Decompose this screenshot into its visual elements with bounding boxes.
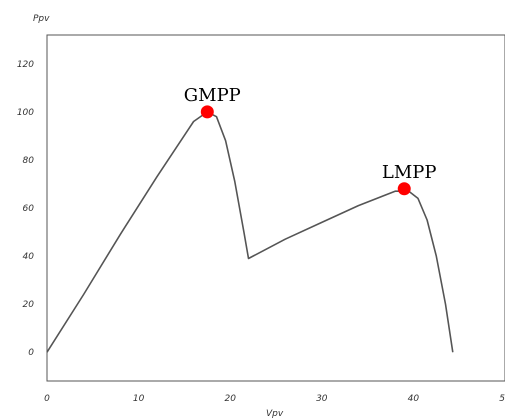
y-tick-label: 40	[23, 252, 35, 262]
x-axis-title: Vpv	[266, 409, 284, 419]
x-tick-labels: 0 10 20 30 40 50	[44, 394, 505, 404]
y-axis-title: Ppv	[33, 14, 50, 24]
y-tick-label: 100	[17, 108, 34, 118]
series-line	[46, 111, 454, 353]
annotation-point	[397, 182, 411, 196]
annotation-point	[200, 105, 214, 119]
x-tick-label: 40	[408, 394, 420, 404]
annotation-label: LMPP	[382, 162, 437, 183]
y-tick-labels: 0 20 40 60 80 100 120	[17, 60, 34, 358]
x-tick-label: 0	[44, 394, 50, 404]
y-tick-label: 60	[23, 204, 35, 214]
y-tick-label: 0	[28, 348, 34, 358]
x-tick-label: 50	[499, 394, 505, 404]
plot-frame	[46, 34, 505, 382]
annotation-label: GMPP	[184, 85, 241, 106]
x-tick-label: 30	[316, 394, 328, 404]
annotation-layer: GMPP LMPP	[184, 85, 437, 196]
x-tick-label: 20	[224, 394, 236, 404]
series-layer	[46, 111, 454, 353]
y-tick-label: 80	[23, 156, 35, 166]
x-tick-label: 10	[133, 394, 145, 404]
y-tick-label: 120	[17, 60, 34, 70]
y-tick-label: 20	[23, 300, 35, 310]
